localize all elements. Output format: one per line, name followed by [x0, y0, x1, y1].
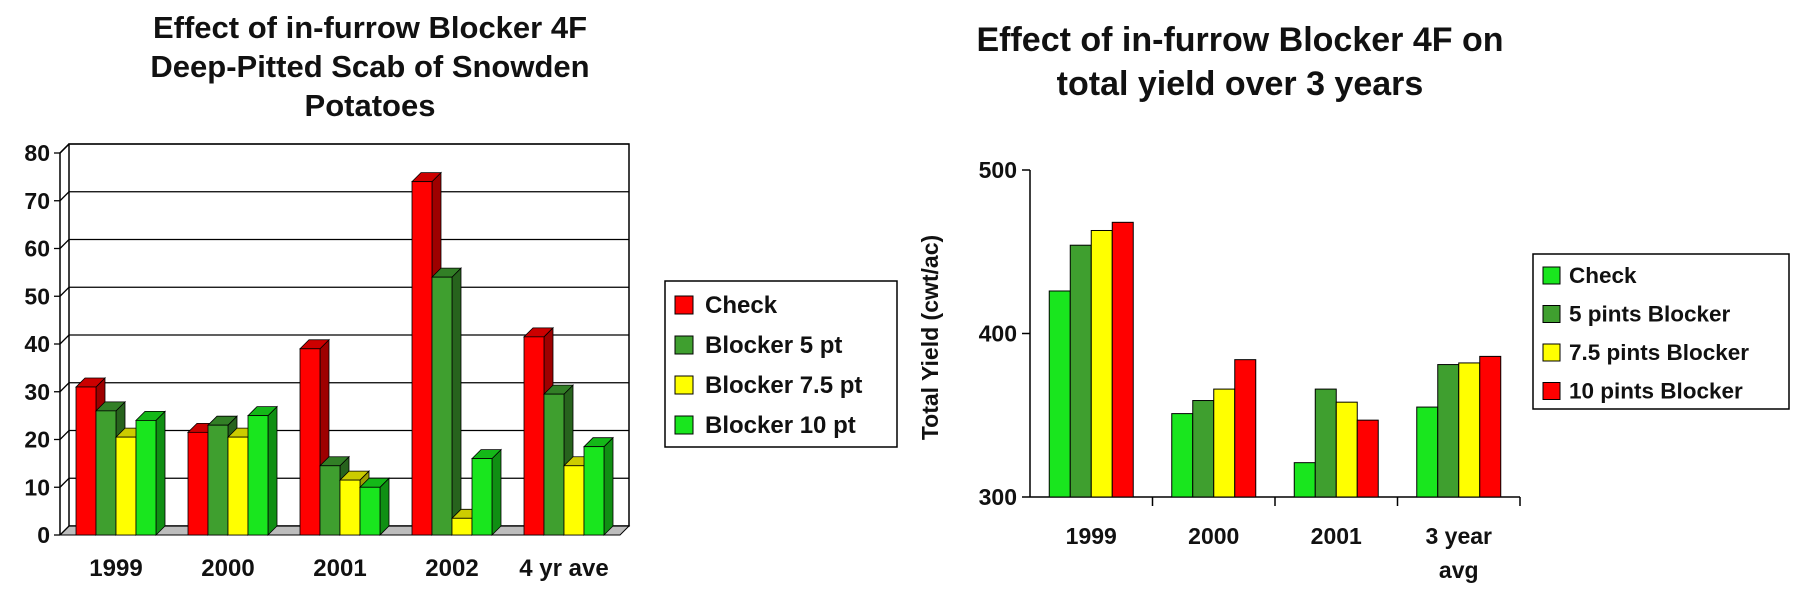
bar — [1479, 355, 1502, 498]
legend-swatch — [674, 295, 694, 315]
scab-chart-title-line: Potatoes — [304, 88, 436, 123]
y-tick-label: 80 — [24, 140, 50, 166]
x-tick-label: 2000 — [1188, 523, 1239, 549]
bar — [75, 386, 97, 536]
legend-label: Blocker 7.5 pt — [705, 372, 862, 399]
bar-side — [491, 448, 502, 536]
yield-chart-title: Effect of in-furrow Blocker 4F on total … — [920, 18, 1560, 106]
scab-chart-title-line: Effect of in-furrow Blocker 4F — [152, 10, 588, 45]
y-tick-label: 20 — [24, 427, 50, 453]
legend-swatch — [1542, 343, 1561, 362]
bar — [1048, 290, 1071, 498]
legend-label: 10 pints Blocker — [1569, 379, 1743, 404]
legend-swatch — [1542, 305, 1561, 323]
bar — [1192, 400, 1215, 498]
y-axis-label: Total Yield (cwt/ac) — [917, 235, 943, 440]
bar — [583, 446, 605, 536]
scab-chart: 0 10 20 30 40 50 60 70 80 1999 2000 2001 2002 4 yr av… — [24, 140, 898, 582]
yield-chart: 300 400 500 Total Yield (cwt/ac) 1999 2000 200… — [917, 157, 1790, 583]
y-tick-label: 0 — [37, 522, 50, 548]
bar-side — [603, 436, 614, 536]
legend-label: Check — [1569, 263, 1637, 288]
bar — [1090, 229, 1113, 498]
yield-chart-title-line: total yield over 3 years — [1056, 65, 1424, 103]
bar — [1234, 359, 1257, 498]
bar — [411, 181, 433, 536]
bar — [135, 419, 157, 536]
bar — [1437, 364, 1460, 498]
bar — [95, 410, 117, 536]
x-tick-label: 2000 — [201, 555, 254, 582]
y-tick-label: 10 — [24, 474, 50, 500]
legend-swatch — [674, 415, 694, 435]
bar — [451, 517, 473, 536]
legend-swatch — [1542, 382, 1561, 400]
y-axis — [59, 143, 70, 154]
bar — [299, 348, 321, 536]
yield-chart-panel: Effect of in-furrow Blocker 4F on total … — [900, 0, 1810, 603]
legend-label: 7.5 pints Blocker — [1569, 340, 1749, 365]
x-tick-label: 2001 — [313, 555, 366, 582]
y-tick-label: 60 — [24, 236, 50, 262]
scab-chart-panel: Effect of in-furrow Blocker 4F Deep-Pitt… — [0, 0, 900, 603]
legend-swatch — [1542, 266, 1561, 285]
x-tick-label: 2001 — [1311, 523, 1362, 549]
bar — [563, 465, 585, 536]
scab-chart-title: Effect of in-furrow Blocker 4F Deep-Pitt… — [60, 8, 680, 125]
bar — [115, 436, 137, 536]
x-tick-label: 4 yr ave — [519, 555, 608, 582]
bar-side — [379, 477, 390, 536]
y-tick-label: 70 — [24, 188, 50, 214]
y-tick-label: 50 — [24, 283, 50, 309]
bar — [471, 458, 493, 536]
bar — [359, 486, 381, 536]
bar — [1458, 362, 1481, 498]
y-tick-label: 40 — [24, 331, 50, 357]
bar — [339, 479, 361, 536]
bar-side — [267, 405, 278, 536]
bar — [523, 336, 545, 536]
bar — [319, 465, 341, 536]
bar — [431, 276, 453, 536]
bar-side — [155, 410, 166, 536]
bar-side — [451, 267, 462, 536]
yield-chart-title-line: Effect of in-furrow Blocker 4F on — [976, 21, 1504, 59]
bar — [1356, 419, 1379, 498]
y-tick-label: 500 — [979, 157, 1017, 183]
legend — [664, 280, 898, 448]
x-tick-label: 2002 — [425, 555, 478, 582]
scab-chart-title-line: Deep-Pitted Scab of Snowden — [150, 49, 590, 84]
bar — [227, 436, 249, 536]
bar — [1293, 462, 1316, 498]
gridline — [59, 191, 629, 202]
bar — [187, 431, 209, 536]
bar — [543, 393, 565, 536]
x-tick-label: 1999 — [1066, 523, 1117, 549]
x-tick-label: 1999 — [89, 555, 142, 582]
legend-swatch — [674, 335, 694, 355]
bar — [1335, 401, 1358, 498]
bar — [1171, 413, 1194, 498]
y-tick-label: 300 — [979, 484, 1017, 510]
legend-label: 5 pints Blocker — [1569, 302, 1731, 327]
bar — [1314, 388, 1337, 498]
legend-label: Check — [705, 292, 778, 319]
bar — [1416, 406, 1439, 498]
legend-swatch — [674, 375, 694, 395]
y-tick-label: 30 — [24, 379, 50, 405]
x-tick-label: 3 year — [1425, 523, 1492, 549]
legend — [1532, 253, 1790, 410]
bar — [1213, 388, 1236, 498]
gridline — [59, 238, 629, 249]
legend-label: Blocker 10 pt — [705, 412, 856, 439]
bar — [247, 415, 269, 536]
bar — [1111, 221, 1134, 498]
y-tick-label: 400 — [979, 321, 1017, 347]
bar — [207, 424, 229, 536]
legend-label: Blocker 5 pt — [705, 332, 842, 359]
x-tick-label: avg — [1439, 557, 1479, 583]
bar — [1069, 244, 1092, 498]
